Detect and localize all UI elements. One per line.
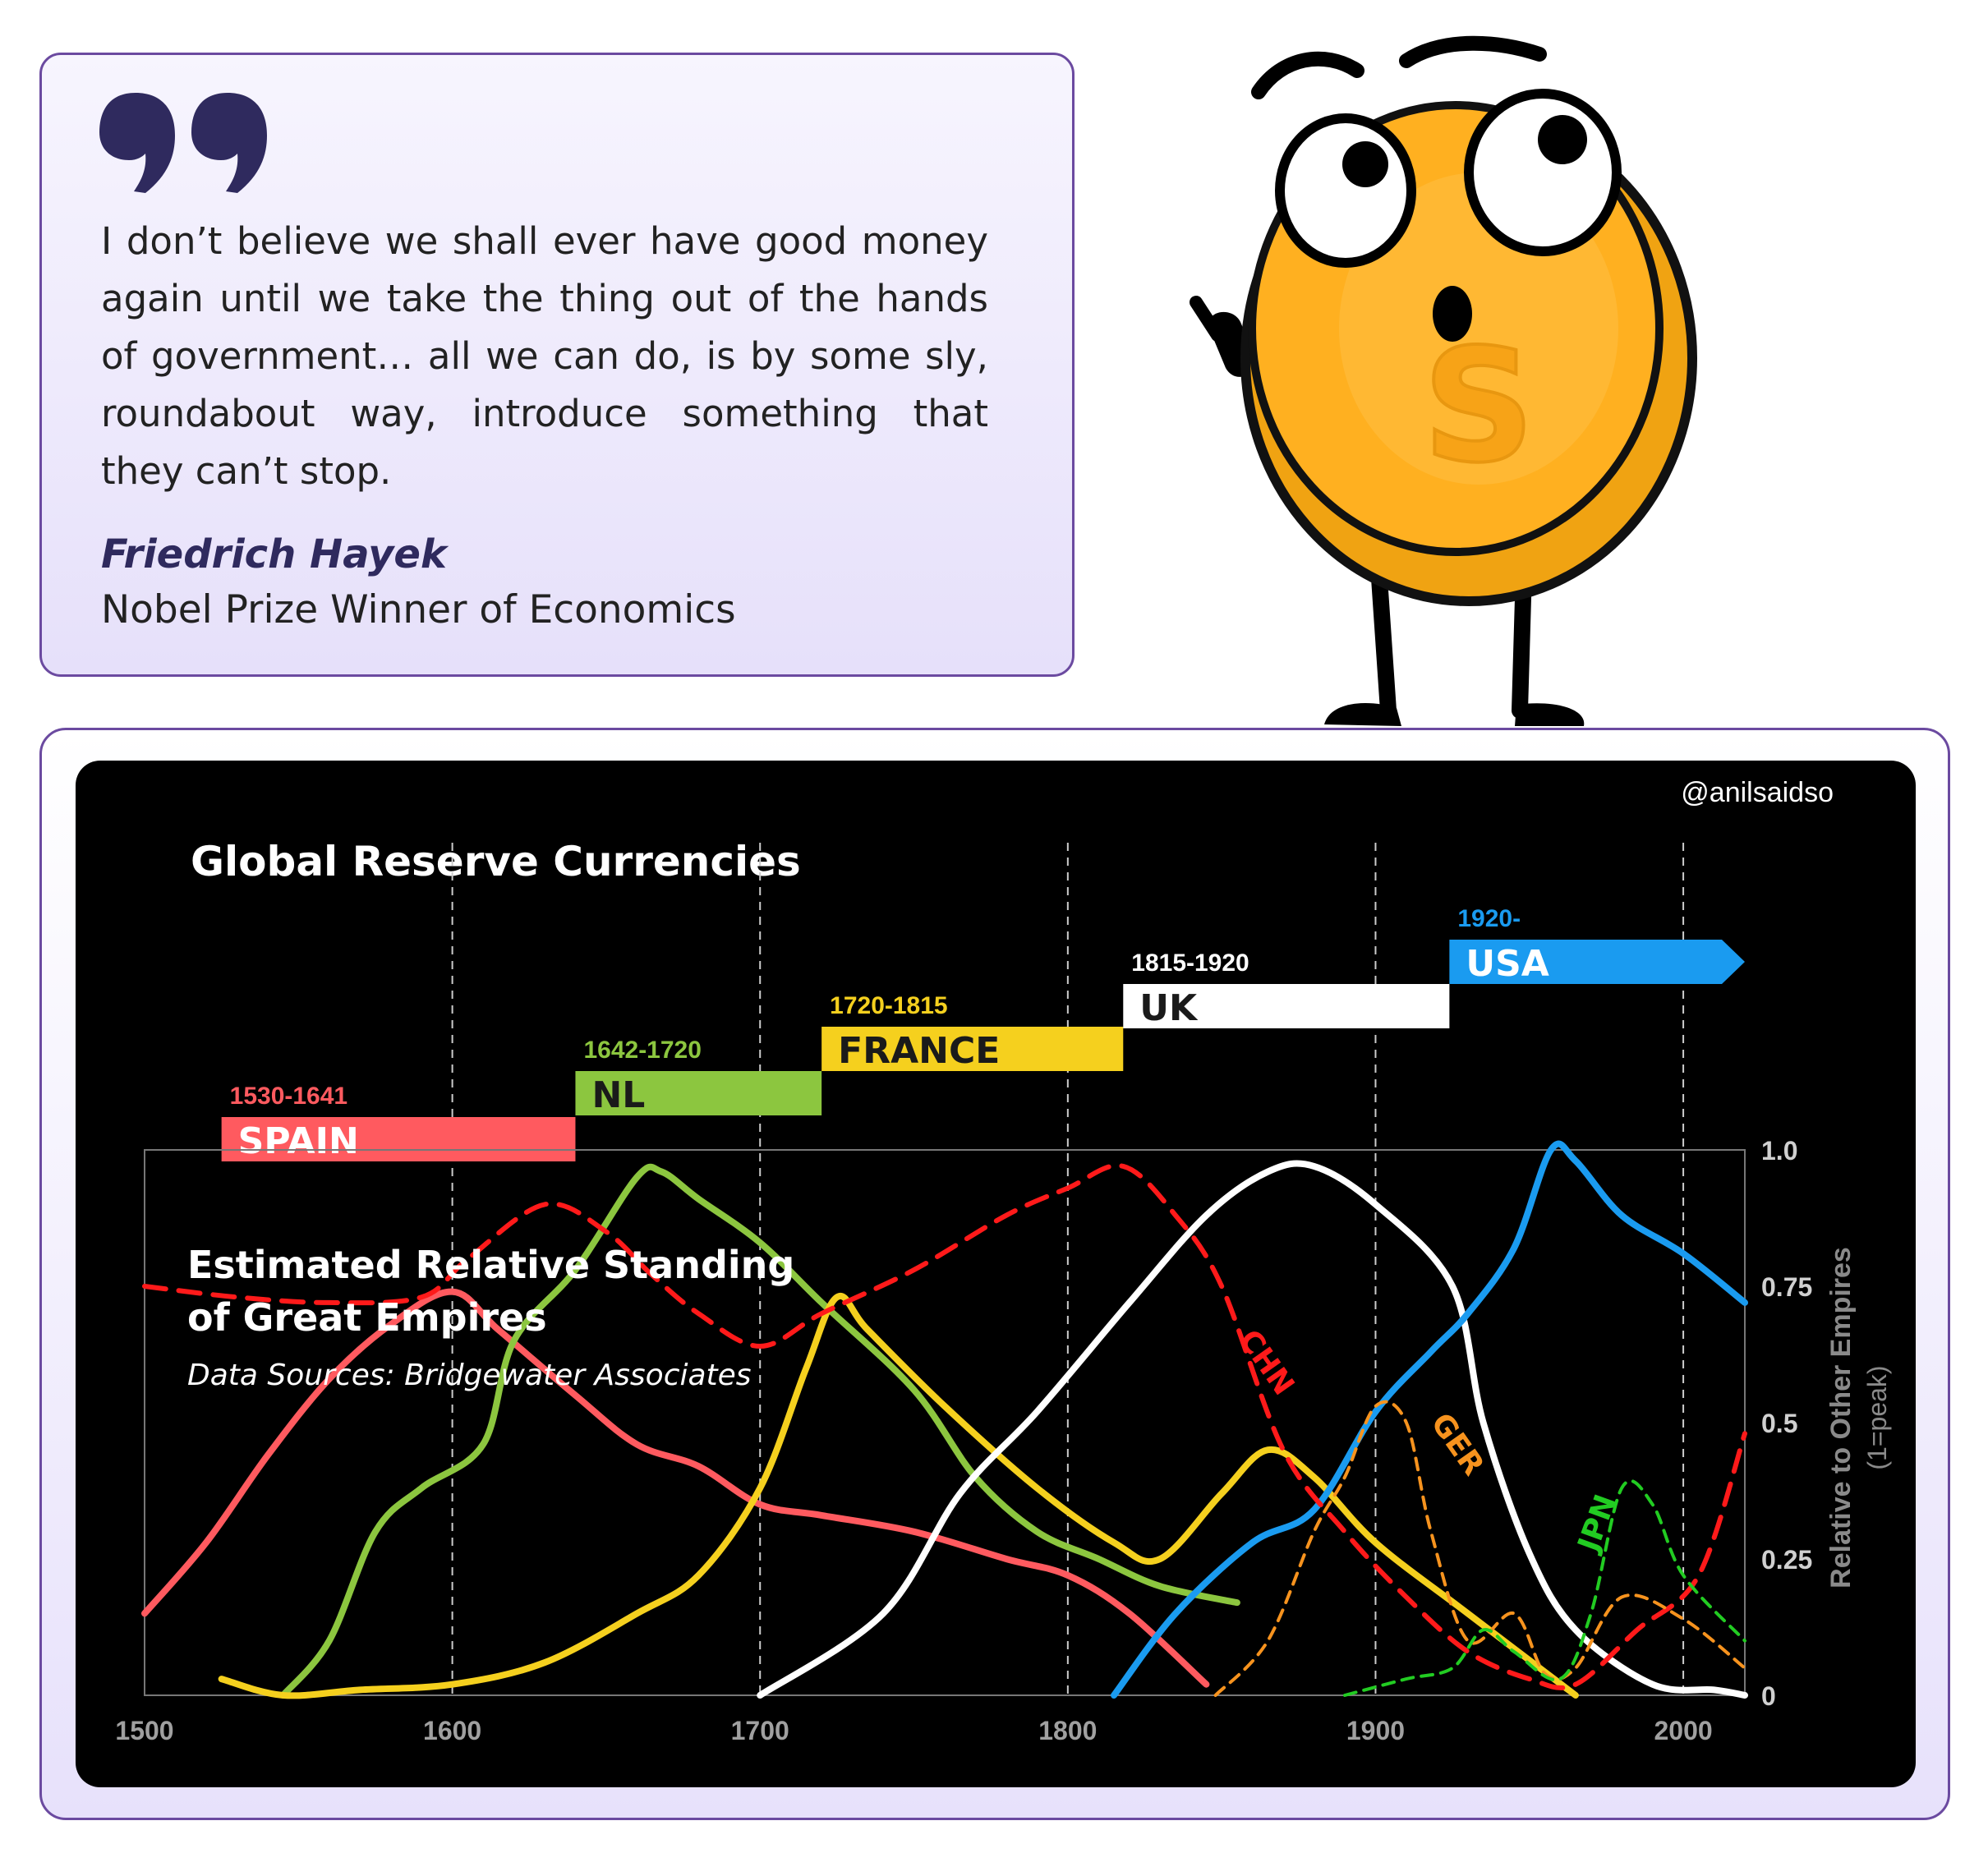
reserve-band-spain	[221, 1117, 576, 1161]
reserve-band-years: 1720-1815	[830, 992, 947, 1019]
series-annotation: CHN	[1232, 1324, 1300, 1402]
quote-text: I don’t believe we shall ever have good …	[101, 219, 988, 493]
reserve-band-label: USA	[1466, 943, 1549, 985]
x-tick-label: 1900	[1346, 1716, 1405, 1745]
quote-card: I don’t believe we shall ever have good …	[39, 53, 1075, 677]
reserve-band-usa	[1449, 940, 1745, 984]
reserve-band-label: FRANCE	[838, 1030, 1000, 1072]
x-tick-label: 1600	[423, 1716, 481, 1745]
reserve-band-france	[821, 1027, 1124, 1071]
plot-frame	[144, 1149, 1746, 1696]
x-tick-label: 2000	[1654, 1716, 1712, 1745]
reserve-band-label: SPAIN	[238, 1120, 359, 1162]
series-line-5	[142, 1163, 1747, 1690]
y-tick-label: 0.75	[1761, 1272, 1812, 1302]
reserve-band-nl	[575, 1071, 822, 1115]
y-tick-label: 0.5	[1761, 1409, 1797, 1438]
x-tick-label: 1500	[115, 1716, 173, 1745]
chart-subtitle-line-2: of Great Empires	[187, 1295, 547, 1340]
series-line-2	[218, 1292, 1579, 1699]
series-line-0	[141, 1288, 1210, 1688]
series-line-6	[1213, 1400, 1746, 1697]
reserve-band-label: UK	[1139, 987, 1199, 1029]
reserve-band-years: 1642-1720	[583, 1037, 701, 1064]
series-annotation: JPN	[1571, 1490, 1622, 1558]
x-tick-label: 1800	[1038, 1716, 1097, 1745]
series-line-4	[1111, 1140, 1748, 1699]
y-axis-sublabel: (1=peak)	[1862, 1365, 1892, 1469]
coin-character-icon: S	[1035, 0, 1774, 743]
chart-title: Global Reserve Currencies	[191, 838, 801, 885]
y-tick-label: 0.25	[1761, 1545, 1812, 1575]
quote-author: Friedrich Hayek	[101, 531, 447, 577]
coin-emblem: S	[1423, 315, 1535, 497]
y-axis-label: Relative to Other Empires	[1825, 1247, 1857, 1589]
reserve-band-years: 1530-1641	[230, 1083, 347, 1110]
y-tick-label: 1.0	[1761, 1136, 1797, 1166]
y-tick-label: 0	[1761, 1681, 1776, 1711]
reserve-band-years: 1815-1920	[1131, 949, 1249, 977]
series-line-7	[1343, 1479, 1746, 1697]
quote-marks-icon	[93, 85, 274, 203]
series-line-3	[757, 1160, 1748, 1699]
reserve-band-label: NL	[591, 1074, 645, 1116]
chart-subtitle-line-1: Estimated Relative Standing	[187, 1243, 794, 1287]
chart-source: Data Sources: Bridgewater Associates	[187, 1359, 752, 1392]
chart-panel: @anilsaidso Global Reserve Currencies SP…	[76, 761, 1916, 1787]
quote-author-role: Nobel Prize Winner of Economics	[101, 587, 736, 632]
reserve-band-years: 1920-	[1457, 905, 1521, 932]
series-line-1	[279, 1163, 1240, 1699]
x-tick-label: 1700	[731, 1716, 789, 1745]
reserve-band-uk	[1123, 984, 1450, 1028]
reserve-currency-chart: @anilsaidso Global Reserve Currencies SP…	[115, 777, 1892, 1745]
watermark: @anilsaidso	[1681, 777, 1834, 808]
